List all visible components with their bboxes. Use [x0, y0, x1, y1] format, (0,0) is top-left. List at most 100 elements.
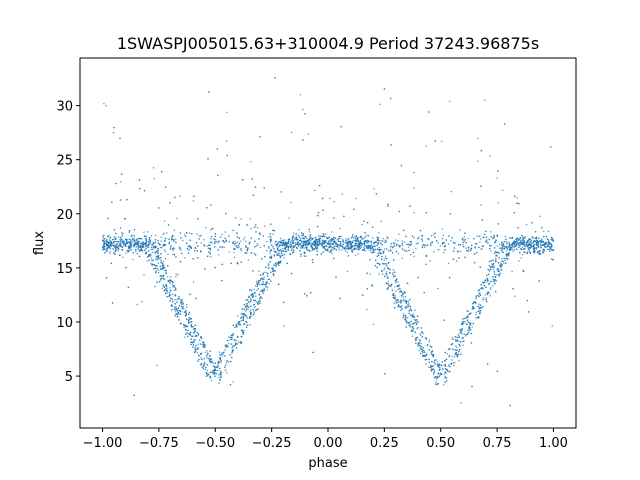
data-point	[505, 262, 507, 265]
data-point	[494, 290, 497, 293]
data-point	[492, 259, 494, 261]
data-point	[385, 241, 388, 243]
data-point	[258, 293, 261, 296]
data-point	[354, 242, 356, 245]
data-point	[427, 244, 429, 246]
data-point	[535, 242, 538, 244]
data-point	[455, 345, 457, 347]
data-point	[353, 208, 355, 210]
data-point	[102, 246, 105, 249]
data-point	[163, 286, 166, 289]
data-point	[164, 292, 167, 295]
data-point	[380, 220, 383, 222]
data-point	[169, 248, 172, 250]
data-point	[264, 266, 267, 269]
data-point	[516, 197, 518, 199]
data-point	[206, 255, 209, 258]
data-point	[279, 237, 282, 240]
data-point	[116, 240, 118, 243]
data-point	[272, 245, 274, 248]
data-point	[372, 323, 375, 326]
data-point	[435, 375, 437, 378]
data-point	[256, 289, 258, 291]
data-point	[231, 350, 234, 352]
data-point	[551, 248, 553, 251]
data-point	[156, 250, 158, 253]
data-point	[378, 239, 380, 242]
data-point	[133, 246, 135, 248]
data-point	[125, 252, 127, 254]
data-point	[109, 252, 111, 255]
data-point	[489, 295, 492, 297]
data-point	[439, 373, 442, 376]
data-point	[341, 238, 344, 241]
data-point	[179, 246, 181, 249]
data-point	[309, 237, 311, 239]
data-point	[161, 262, 164, 265]
data-point	[177, 311, 179, 314]
data-point	[519, 240, 522, 242]
data-point	[103, 234, 105, 236]
data-point	[287, 248, 290, 251]
data-point	[297, 234, 300, 237]
data-point	[361, 244, 364, 246]
data-point	[403, 298, 405, 301]
data-point	[197, 245, 199, 247]
data-point	[341, 245, 344, 247]
data-point	[452, 250, 455, 252]
data-point	[332, 249, 334, 251]
data-point	[311, 243, 313, 246]
data-point	[299, 249, 301, 252]
data-point	[209, 247, 211, 249]
data-point	[250, 227, 252, 230]
data-point	[131, 239, 134, 241]
data-point	[488, 265, 491, 267]
data-point	[508, 251, 510, 254]
data-point	[401, 257, 404, 260]
data-point	[357, 253, 360, 255]
data-point	[196, 331, 198, 334]
data-point	[175, 306, 177, 308]
data-point	[496, 273, 498, 276]
data-point	[392, 273, 394, 276]
data-point	[125, 240, 128, 242]
data-point	[140, 238, 143, 240]
data-point	[138, 240, 140, 243]
data-point	[257, 281, 260, 284]
data-point	[494, 250, 497, 253]
data-point	[432, 233, 435, 236]
data-point	[477, 160, 479, 162]
data-point	[267, 273, 269, 275]
data-point	[192, 326, 194, 328]
data-point	[173, 229, 175, 231]
data-point	[160, 170, 163, 173]
data-point	[413, 255, 415, 258]
data-point	[452, 338, 454, 341]
data-point	[525, 243, 527, 246]
data-point	[176, 315, 179, 318]
data-point	[154, 285, 156, 288]
data-point	[402, 300, 404, 302]
data-point	[186, 329, 188, 332]
data-point	[279, 262, 281, 265]
data-point	[157, 239, 159, 242]
data-point	[206, 354, 208, 357]
data-point	[220, 352, 223, 355]
data-point	[195, 241, 198, 244]
data-point	[138, 250, 141, 252]
data-point	[462, 241, 464, 244]
data-point	[204, 226, 207, 229]
data-point	[385, 271, 388, 273]
data-point	[145, 247, 147, 250]
data-point	[182, 303, 185, 305]
data-point	[263, 290, 265, 292]
data-point	[389, 249, 392, 251]
data-point	[198, 235, 200, 237]
data-point	[193, 250, 196, 252]
data-point	[283, 253, 285, 256]
data-point	[493, 247, 496, 249]
data-point	[254, 224, 257, 226]
data-point	[415, 342, 417, 344]
data-point	[279, 240, 281, 243]
data-point	[495, 260, 497, 263]
